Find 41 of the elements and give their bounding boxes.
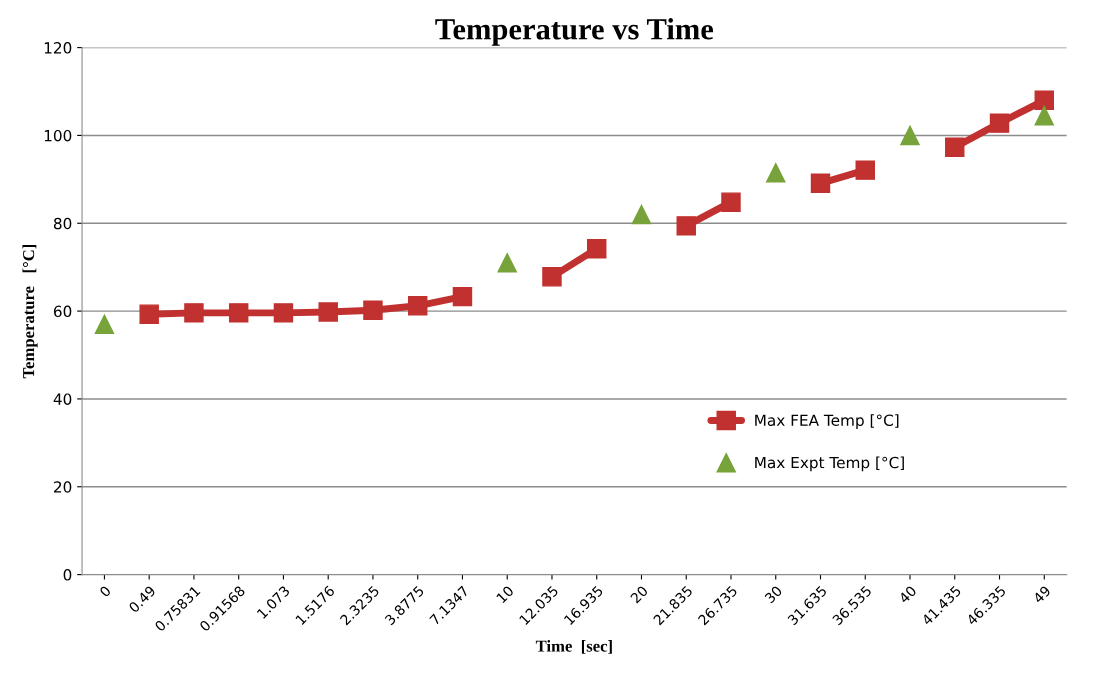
x-tick-label: 49 [1032, 585, 1052, 604]
point [363, 300, 383, 320]
point [184, 303, 204, 323]
point [139, 304, 159, 324]
point [497, 253, 517, 273]
point [452, 286, 473, 307]
y-tick-label: 100 [44, 129, 72, 142]
y-axis-title: Temperature [°C] [22, 244, 38, 379]
point [900, 125, 920, 146]
legend-label: Max Expt Temp [°C] [755, 456, 904, 472]
point [1034, 105, 1054, 126]
x-tick-label: 40 [898, 585, 917, 604]
y-tick-label: 20 [54, 481, 72, 493]
point [676, 216, 696, 236]
legend-label: Max FEA Temp [°C] [755, 414, 899, 429]
point [228, 303, 249, 323]
point [855, 160, 875, 180]
y-tick-label: 120 [44, 42, 72, 54]
point [945, 137, 965, 158]
point [810, 173, 831, 194]
point [766, 163, 786, 183]
x-tick-label: 20 [629, 585, 649, 604]
point [1034, 90, 1054, 111]
y-tick-label: 80 [53, 217, 72, 230]
chart-title: Temperature vs Time [435, 18, 714, 46]
point [631, 204, 652, 225]
x-tick-label: 10 [495, 585, 515, 604]
y-tick-label: 60 [53, 305, 72, 318]
point [318, 302, 338, 322]
point [407, 296, 428, 316]
point [94, 314, 115, 334]
point [273, 303, 294, 323]
x-tick-label: 0 [99, 585, 112, 598]
point [587, 239, 607, 259]
point [721, 192, 741, 212]
x-tick-label: 30 [764, 585, 783, 604]
x-axis-title: Time [sec] [535, 640, 612, 654]
point [989, 113, 1010, 133]
y-tick-label: 40 [53, 393, 72, 405]
y-tick-label: 0 [63, 569, 72, 581]
point [542, 267, 562, 287]
